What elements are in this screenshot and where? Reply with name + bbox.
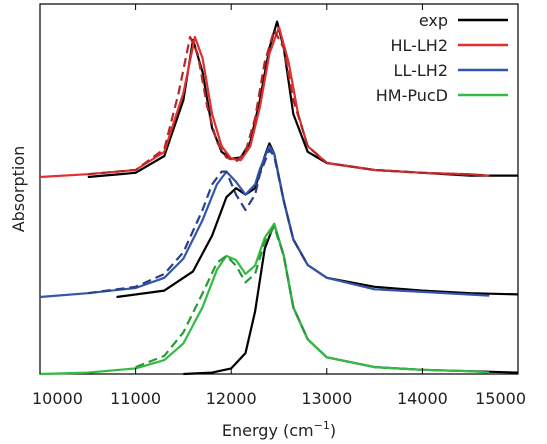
plot-frame: [39, 3, 519, 375]
series-line-hm-pucd-7: [39, 222, 490, 376]
series-line-hl-lh2-0: [87, 20, 518, 179]
series-line-ll-lh2-4: [39, 144, 490, 299]
legend-label: exp: [419, 11, 448, 30]
x-tick-label: 12000: [206, 389, 257, 408]
legend: exp HL-LH2 LL-LH2 HM-PucD: [376, 11, 508, 105]
x-tick-label: 15000: [475, 389, 526, 408]
x-ticks: 10000 11000 12000 13000 14000 15000: [32, 4, 526, 408]
series-line-ll-lh2-5: [87, 148, 309, 295]
series-line-hm-pucd-8: [135, 225, 309, 369]
curves-layer: [39, 20, 519, 376]
x-axis-title: Energy (cm−1): [222, 419, 336, 440]
x-tick-label: 13000: [301, 389, 352, 408]
x-tick-label: 10000: [32, 389, 83, 408]
legend-label: HL-LH2: [390, 36, 448, 55]
y-axis-title: Absorption: [9, 146, 28, 233]
series-line-ll-lh2-3: [116, 142, 519, 299]
x-tick-label: 11000: [110, 389, 161, 408]
series-line-hl-lh2-2: [87, 28, 490, 177]
legend-label: LL-LH2: [394, 61, 448, 80]
series-line-hm-pucd-6: [183, 222, 519, 376]
legend-label: HM-PucD: [376, 86, 448, 105]
x-tick-label: 14000: [397, 389, 448, 408]
